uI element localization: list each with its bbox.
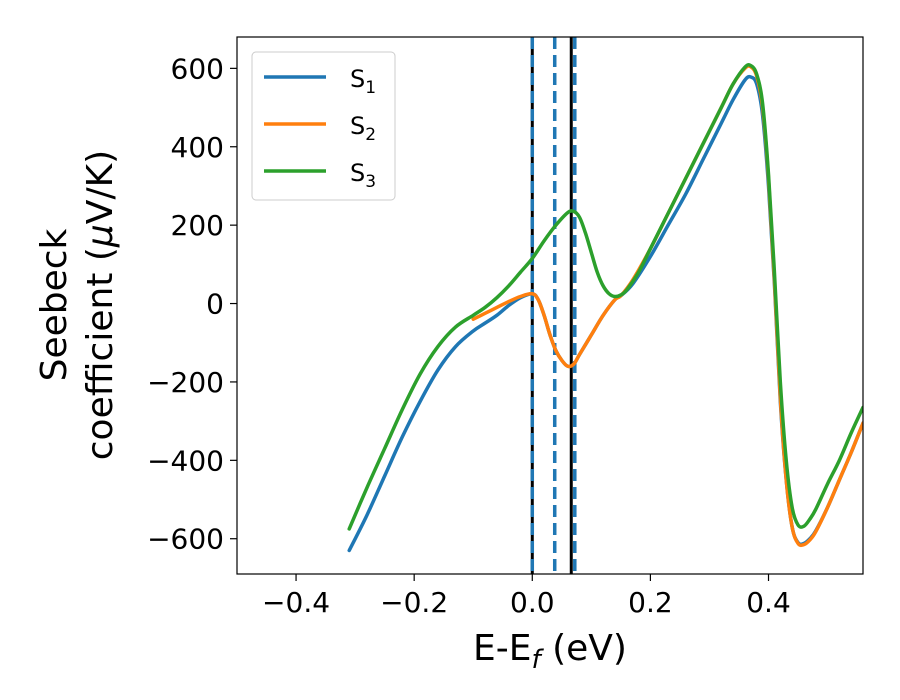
y-tick-label: −600 (147, 523, 224, 556)
legend-label-s3: S3 (350, 159, 376, 192)
y-axis-ticks: −600 −400 −200 0 200 400 600 (147, 52, 237, 556)
y-tick-label: −400 (147, 444, 224, 477)
series-lines (347, 63, 863, 553)
y-axis-title-line1: Seebeck (34, 228, 75, 381)
y-tick-label: 400 (171, 131, 224, 164)
plot-frame (236, 36, 864, 575)
x-tick-label: 0.0 (510, 586, 555, 619)
legend: S1 S2 S3 (251, 51, 396, 201)
series-line-s3 (347, 63, 863, 531)
y-tick-label: −200 (147, 366, 224, 399)
y-tick-label: 0 (206, 288, 224, 321)
vertical-lines (530, 37, 577, 574)
legend-label-s1: S1 (350, 65, 376, 98)
x-tick-label: 0.4 (746, 586, 791, 619)
x-axis-title: E-Ef (eV) (473, 628, 627, 675)
legend-label-s2: S2 (350, 112, 376, 145)
x-tick-label: −0.2 (380, 586, 448, 619)
y-tick-label: 200 (171, 209, 224, 242)
x-tick-label: −0.4 (262, 586, 330, 619)
x-axis-ticks: −0.4 −0.2 0.0 0.2 0.4 (262, 574, 791, 619)
legend-box (251, 51, 396, 201)
x-tick-label: 0.2 (628, 586, 673, 619)
y-axis-title-line2: coefficient (μV/K) (80, 150, 121, 460)
y-tick-label: 600 (171, 52, 224, 85)
